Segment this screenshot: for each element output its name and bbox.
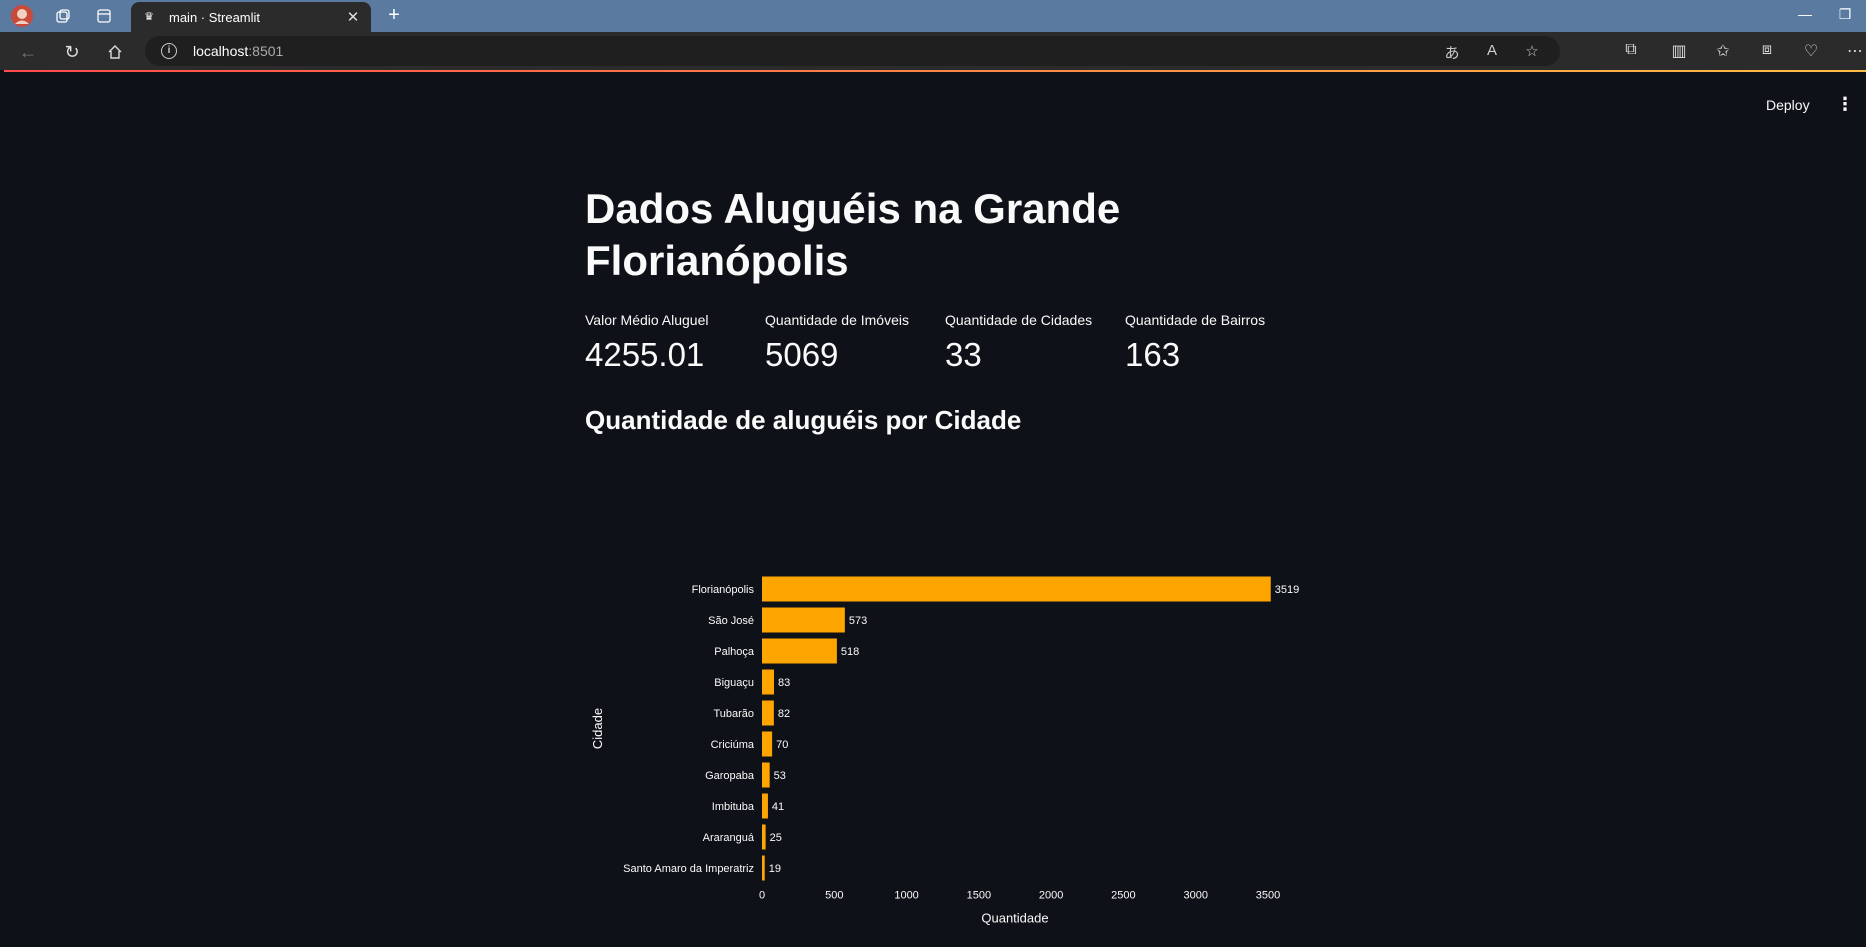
split-screen-icon[interactable]: ▥ — [1671, 43, 1687, 60]
address-port: :8501 — [248, 43, 284, 59]
metric-label: Valor Médio Aluguel — [585, 312, 709, 328]
bar-data-label: 53 — [774, 770, 786, 782]
deploy-button[interactable]: Deploy — [1766, 97, 1810, 113]
tab-streamlit[interactable]: ♛ main · Streamlit ✕ — [131, 2, 371, 32]
y-tick-label: Biguaçu — [714, 677, 754, 689]
metric-label: Quantidade de Imóveis — [765, 312, 909, 328]
y-tick-label: Garopaba — [705, 770, 755, 782]
metric-value: 4255.01 — [585, 336, 705, 373]
metric-quantidade-cidades: Quantidade de Cidades 33 — [945, 312, 1125, 374]
minimize-icon[interactable]: — — [1798, 6, 1812, 22]
workspaces-icon[interactable] — [51, 4, 75, 28]
main-menu-icon[interactable]: ⋮ — [1836, 94, 1854, 114]
browser-tab-bar: ♛ main · Streamlit ✕ + — ❐ — [0, 0, 1866, 32]
metric-quantidade-imoveis: Quantidade de Imóveis 5069 — [765, 312, 945, 374]
browser-toolbar: ← ↻ i localhost:8501 あ A ☆ ⧉ ▥ ✩ ⧈ ♡ ⋯ — [0, 32, 1866, 92]
streamlit-crown-icon: ♛ — [144, 11, 154, 23]
bar — [762, 824, 766, 850]
bar-data-label: 83 — [778, 677, 790, 689]
settings-more-icon[interactable]: ⋯ — [1847, 43, 1863, 60]
bar — [762, 731, 773, 757]
bar-data-label: 70 — [776, 739, 788, 751]
tab-title: main · Streamlit — [169, 9, 261, 25]
address-url: localhost:8501 — [193, 43, 283, 59]
bar-data-label: 25 — [770, 832, 782, 844]
home-icon[interactable] — [103, 40, 127, 64]
x-tick-label: 3500 — [1256, 890, 1280, 902]
tab-actions-icon[interactable] — [92, 4, 116, 28]
x-tick-label: 2000 — [1039, 890, 1063, 902]
back-icon[interactable]: ← — [19, 41, 37, 62]
y-tick-label: São José — [708, 615, 754, 627]
bar-data-label: 82 — [778, 708, 790, 720]
y-tick-label: Tubarão — [713, 708, 754, 720]
close-tab-icon[interactable]: ✕ — [346, 9, 360, 26]
y-tick-label: Santo Amaro da Imperatriz — [623, 863, 754, 875]
address-bar[interactable]: i localhost:8501 あ A ☆ — [145, 36, 1560, 66]
metric-valor-medio: Valor Médio Aluguel 4255.01 — [585, 312, 765, 374]
metric-value: 163 — [1125, 336, 1181, 373]
restore-icon[interactable]: ❐ — [1838, 6, 1852, 22]
bar — [762, 638, 837, 664]
bar — [762, 576, 1271, 602]
x-tick-label: 1000 — [894, 890, 918, 902]
favorites-icon[interactable]: ✩ — [1716, 43, 1730, 60]
y-tick-label: Araranguá — [703, 832, 755, 844]
y-axis-label: Cidade — [590, 708, 605, 749]
bar — [762, 669, 774, 695]
bar-data-label: 518 — [841, 646, 859, 658]
y-tick-label: Imbituba — [712, 801, 755, 813]
extensions-puzzle-icon[interactable]: ⧉ — [1625, 41, 1637, 58]
bar — [762, 855, 765, 881]
page-title: Dados Aluguéis na Grande Florianópolis — [585, 185, 1121, 284]
y-tick-label: Criciúma — [711, 739, 755, 751]
x-tick-label: 2500 — [1111, 890, 1135, 902]
metric-label: Quantidade de Bairros — [1125, 312, 1266, 328]
new-tab-button[interactable]: + — [388, 4, 400, 26]
site-info-icon[interactable]: i — [161, 43, 177, 59]
y-tick-label: Palhoça — [714, 646, 755, 658]
streamlit-app: Deploy ⋮ Dados Aluguéis na Grande Floria… — [4, 72, 1866, 926]
bar-data-label: 3519 — [1275, 584, 1299, 596]
read-aloud-icon[interactable]: A — [1486, 42, 1497, 59]
metric-value: 33 — [945, 336, 982, 373]
address-host: localhost — [193, 43, 249, 59]
bar — [762, 700, 774, 726]
favorite-star-icon[interactable]: ☆ — [1525, 43, 1539, 60]
y-tick-label: Florianópolis — [692, 584, 755, 596]
bar-chart[interactable]: Florianópolis 3519 São José 573 Palhoça 518 Bi… — [590, 502, 1310, 947]
x-tick-label: 3000 — [1183, 890, 1207, 902]
collections-icon[interactable]: ⧈ — [1761, 41, 1773, 58]
bar-data-label: 573 — [849, 615, 867, 627]
metric-label: Quantidade de Cidades — [945, 312, 1093, 328]
bar — [762, 762, 770, 788]
profile-avatar-icon[interactable] — [10, 4, 34, 28]
x-tick-label: 1500 — [967, 890, 991, 902]
chart-heading: Quantidade de aluguéis por Cidade — [585, 405, 1022, 435]
translate-icon[interactable]: あ — [1444, 45, 1460, 62]
x-tick-label: 0 — [759, 890, 765, 902]
streamlit-decoration-bar — [4, 70, 1866, 72]
refresh-icon[interactable]: ↻ — [64, 41, 80, 62]
bar — [762, 793, 768, 819]
x-tick-label: 500 — [825, 890, 843, 902]
metric-value: 5069 — [765, 336, 839, 373]
bar-data-label: 41 — [772, 801, 784, 813]
bar — [762, 607, 845, 633]
browser-essentials-icon[interactable]: ♡ — [1803, 43, 1819, 60]
bar-chart-svg: Florianópolis 3519 São José 573 Palhoça 518 Bi… — [590, 576, 1299, 926]
bar-data-label: 19 — [769, 863, 781, 875]
metric-quantidade-bairros: Quantidade de Bairros 163 — [1125, 312, 1305, 374]
